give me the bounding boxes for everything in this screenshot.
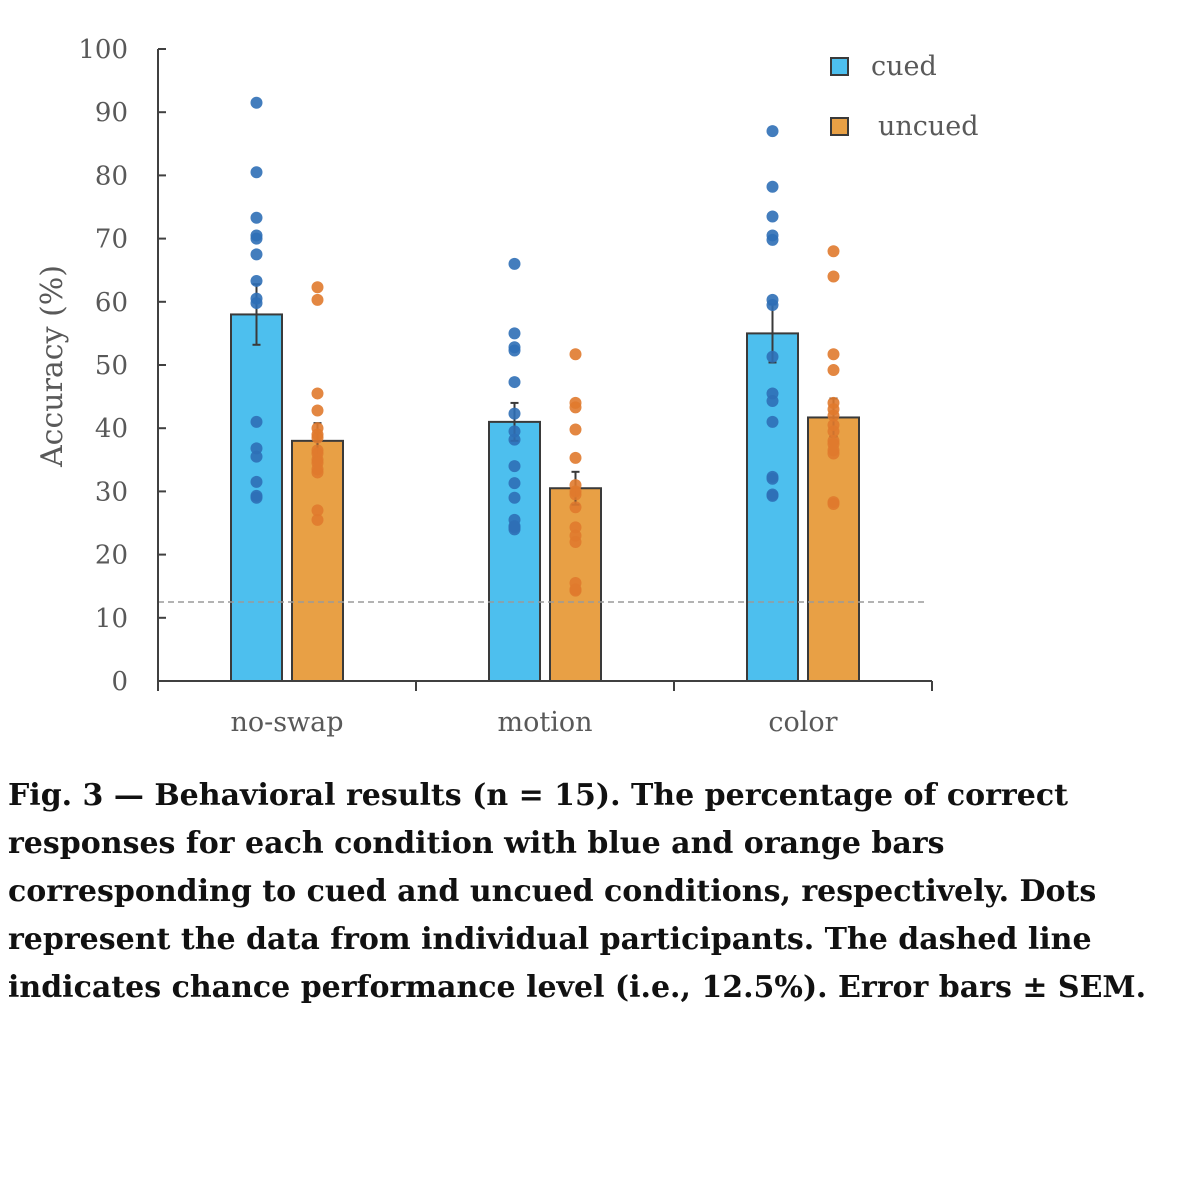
dot-cued-motion-5 (508, 407, 521, 420)
x-tick-label-color: color (768, 707, 837, 738)
dot-uncued-motion-3 (569, 423, 582, 436)
dot-cued-color-4 (766, 233, 779, 246)
dot-uncued-no-swap-2 (311, 387, 324, 400)
dot-cued-motion-8 (508, 460, 521, 473)
y-tick-label-20: 20 (95, 541, 128, 571)
y-axis-title: Accuracy (%) (35, 265, 70, 468)
dot-uncued-no-swap-1 (311, 293, 324, 306)
dot-uncued-color-11 (827, 409, 840, 422)
bar-chart: no-swap motion color 0 10 20 30 40 50 60 70 80 90 100… (35, 35, 979, 738)
y-tick-label-100: 100 (78, 35, 128, 65)
y-tick-label-60: 60 (95, 288, 128, 318)
dot-uncued-motion-14 (569, 583, 582, 596)
dot-uncued-no-swap-7 (311, 504, 324, 517)
legend-swatch-uncued (830, 117, 849, 136)
dot-cued-no-swap-2 (250, 211, 263, 224)
bars-layer (230, 313, 860, 682)
bar-uncued-no-swap (291, 439, 344, 682)
dots-layer (250, 96, 840, 597)
dot-cued-color-9 (766, 395, 779, 408)
dot-cued-motion-1 (508, 327, 521, 340)
y-tick-label-90: 90 (95, 98, 128, 128)
y-tick-label-80: 80 (95, 161, 128, 191)
dot-uncued-color-2 (827, 348, 840, 361)
dot-cued-no-swap-9 (250, 415, 263, 428)
dot-cued-motion-9 (508, 477, 521, 490)
legend: cued uncued (830, 51, 979, 142)
axes-layer: no-swap motion color 0 10 20 30 40 50 60 70 80 90 100 (78, 35, 933, 738)
dot-uncued-no-swap-11 (311, 444, 324, 457)
dot-uncued-color-10 (827, 498, 840, 511)
bar-cued-color (746, 332, 799, 682)
dot-cued-color-1 (766, 180, 779, 193)
dot-uncued-motion-0 (569, 348, 582, 361)
dot-uncued-color-3 (827, 364, 840, 377)
y-tick-label-10: 10 (95, 604, 128, 634)
dot-cued-motion-14 (508, 520, 521, 533)
dot-uncued-color-0 (827, 245, 840, 258)
dot-uncued-no-swap-8 (311, 513, 324, 526)
dot-cued-motion-7 (508, 433, 521, 446)
dot-uncued-motion-11 (569, 535, 582, 548)
dot-cued-motion-6 (508, 425, 521, 438)
dot-cued-color-14 (766, 489, 779, 502)
dot-cued-color-0 (766, 125, 779, 138)
dot-cued-motion-10 (508, 491, 521, 504)
y-tick-label-50: 50 (95, 351, 128, 381)
dot-uncued-no-swap-3 (311, 404, 324, 417)
y-tick-label-30: 30 (95, 477, 128, 507)
legend-label-cued: cued (871, 51, 937, 82)
dot-cued-no-swap-6 (250, 274, 263, 287)
dot-uncued-color-1 (827, 270, 840, 283)
x-tick-label-motion: motion (498, 707, 593, 738)
y-tick-label-70: 70 (95, 225, 128, 255)
dot-uncued-no-swap-0 (311, 281, 324, 294)
dot-cued-color-10 (766, 415, 779, 428)
dot-cued-motion-3 (508, 344, 521, 357)
x-tick-label-no-swap: no-swap (230, 707, 343, 738)
dot-cued-motion-0 (508, 257, 521, 270)
legend-swatch-cued (830, 57, 849, 76)
dot-uncued-no-swap-14 (311, 422, 324, 435)
dot-uncued-color-13 (827, 425, 840, 438)
dot-cued-no-swap-12 (250, 475, 263, 488)
y-tick-label-40: 40 (95, 414, 128, 444)
dot-cued-color-2 (766, 210, 779, 223)
dot-cued-color-6 (766, 298, 779, 311)
y-tick-label-0: 0 (111, 667, 128, 697)
dot-cued-motion-4 (508, 376, 521, 389)
dot-uncued-motion-9 (569, 521, 582, 534)
dot-cued-color-12 (766, 472, 779, 485)
dot-uncued-color-8 (827, 447, 840, 460)
dot-uncued-motion-4 (569, 451, 582, 464)
legend-label-uncued: uncued (878, 111, 979, 142)
dot-uncued-motion-7 (569, 488, 582, 501)
dot-cued-no-swap-0 (250, 96, 263, 109)
dot-uncued-no-swap-10 (311, 456, 324, 469)
dot-uncued-motion-2 (569, 401, 582, 414)
dot-cued-no-swap-14 (250, 491, 263, 504)
dot-cued-no-swap-4 (250, 232, 263, 245)
dot-uncued-color-14 (827, 438, 840, 450)
dot-cued-no-swap-8 (250, 297, 263, 310)
dot-cued-no-swap-10 (250, 442, 263, 455)
dot-cued-no-swap-5 (250, 248, 263, 261)
figure-caption: Fig. 3 — Behavioral results (n = 15). Th… (8, 778, 1147, 1005)
dot-cued-color-7 (766, 350, 779, 363)
dot-cued-no-swap-1 (250, 166, 263, 179)
dot-cued-no-swap-11 (250, 450, 263, 463)
dot-uncued-motion-8 (569, 501, 582, 514)
